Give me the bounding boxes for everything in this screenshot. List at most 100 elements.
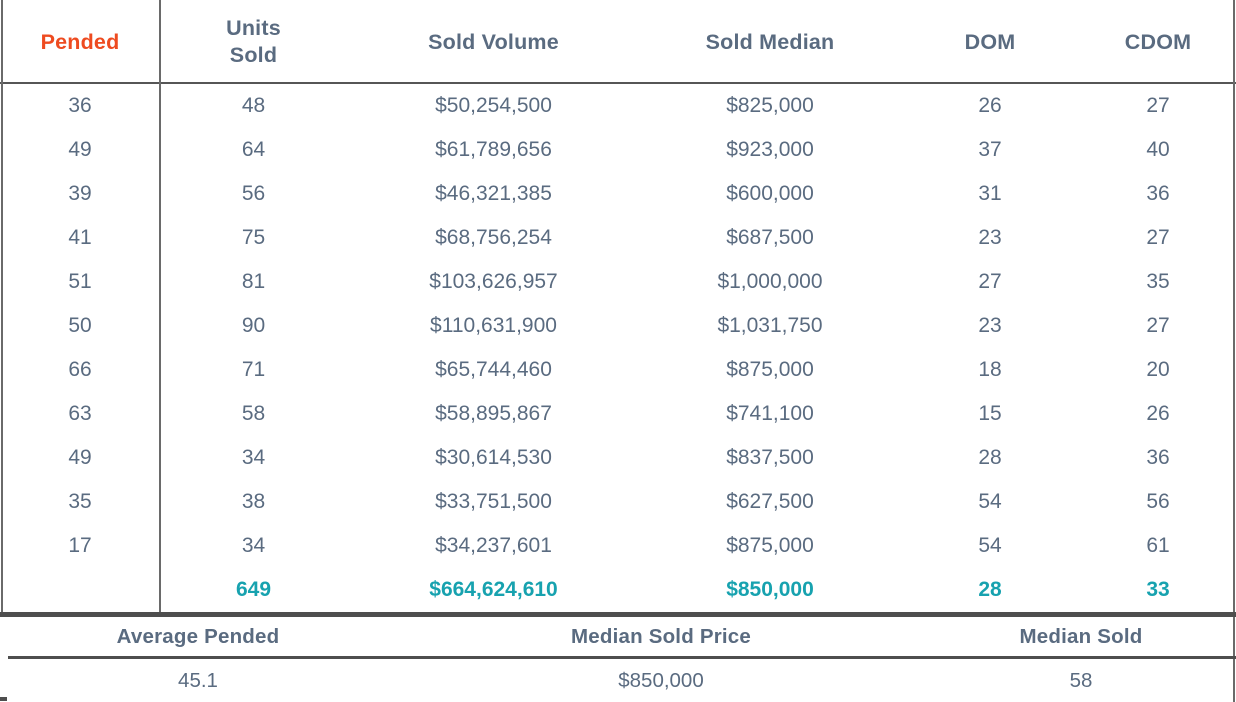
average-pended-label: Average Pended: [116, 624, 280, 648]
table-header-row: Pended Units Sold Sold Volume Sold Media…: [0, 0, 1236, 84]
table-cell: 20: [1146, 358, 1170, 381]
table-cell: $34,237,601: [435, 534, 552, 557]
table-row: 41 75 $68,756,254 $687,500 23 27: [0, 216, 1236, 260]
table-cell: $837,500: [726, 446, 814, 469]
column-header-units-sold[interactable]: Units Sold: [160, 15, 347, 69]
median-sold-value: 58: [1069, 668, 1093, 692]
median-sold-label: Median Sold: [1019, 624, 1143, 648]
table-cell: $923,000: [726, 138, 814, 161]
table-cell: 71: [241, 358, 266, 381]
totals-row: 649 $664,624,610 $850,000 28 33: [0, 568, 1236, 612]
table-cell: $30,614,530: [435, 446, 552, 469]
table-cell: 54: [978, 534, 1002, 557]
table-cell: $875,000: [726, 534, 814, 557]
table-row: 63 58 $58,895,867 $741,100 15 26: [0, 392, 1236, 436]
table-cell: 28: [978, 578, 1002, 601]
summary-divider-line: [8, 656, 1236, 659]
table-cell: 33: [1146, 578, 1170, 601]
table-cell: 63: [68, 402, 92, 425]
table-cell: 18: [978, 358, 1002, 381]
table-right-border: [1233, 0, 1235, 702]
table-row: 49 64 $61,789,656 $923,000 37 40: [0, 128, 1236, 172]
header-bottom-border: [0, 82, 1236, 84]
table-cell: 37: [978, 138, 1002, 161]
table-cell: 28: [978, 446, 1002, 469]
average-pended-value: 45.1: [178, 668, 218, 692]
table-cell: 54: [978, 490, 1002, 513]
table-cell: 35: [1146, 270, 1170, 293]
table-body: 36 48 $50,254,500 $825,000 26 27 49 64 $61,789,6…: [0, 84, 1236, 612]
table-row: 50 90 $110,631,900 $1,031,750 23 27: [0, 304, 1236, 348]
table-cell: $825,000: [726, 94, 814, 117]
table-cell: 35: [68, 490, 92, 513]
column-header-pended[interactable]: Pended: [0, 29, 160, 56]
table-cell: 27: [1146, 314, 1170, 337]
table-row: 51 81 $103,626,957 $1,000,000 27 35: [0, 260, 1236, 304]
column-header-sold-median[interactable]: Sold Median: [640, 29, 900, 56]
table-cell: $1,031,750: [717, 314, 823, 337]
table-cell: 48: [241, 94, 266, 117]
table-cell: 50: [68, 314, 92, 337]
table-cell: $103,626,957: [429, 270, 558, 293]
table-cell: 26: [978, 94, 1002, 117]
table-cell: 64: [241, 138, 266, 161]
column-header-pended-label: Pended: [40, 29, 120, 54]
table-left-border: [1, 0, 3, 612]
table-cell: 31: [978, 182, 1002, 205]
column-header-dom[interactable]: DOM: [900, 29, 1080, 56]
table-cell: 49: [68, 446, 92, 469]
table-cell: 23: [978, 226, 1002, 249]
median-sold-price-label: Median Sold Price: [571, 624, 751, 648]
table-cell: 26: [1146, 402, 1170, 425]
table-cell: 27: [1146, 94, 1170, 117]
table-cell: $1,000,000: [717, 270, 823, 293]
table-cell: $46,321,385: [435, 182, 552, 205]
table-cell: 61: [1146, 534, 1170, 557]
table-cell: 90: [241, 314, 266, 337]
table-cell: $110,631,900: [430, 314, 557, 337]
table-cell: 38: [241, 490, 266, 513]
column-header-sold-volume-label: Sold Volume: [428, 29, 559, 54]
table-cell: 15: [978, 402, 1002, 425]
summary-values-row: 45.1 $850,000 58: [0, 659, 1236, 702]
median-sold-price-value: $850,000: [618, 668, 704, 692]
table-cell: 56: [241, 182, 266, 205]
column-header-units-sold-label: Units Sold: [226, 16, 281, 67]
table-cell: $627,500: [726, 490, 814, 513]
table-cell: 81: [241, 270, 266, 293]
table-row: 39 56 $46,321,385 $600,000 31 36: [0, 172, 1236, 216]
table-cell: 49: [68, 138, 92, 161]
table-cell: 36: [68, 94, 92, 117]
table-cell: $65,744,460: [435, 358, 552, 381]
table-bottom-border: [0, 612, 1236, 617]
table-cell: $875,000: [726, 358, 814, 381]
table-cell: 66: [68, 358, 92, 381]
table-row: 17 34 $34,237,601 $875,000 54 61: [0, 524, 1236, 568]
table-cell: 34: [241, 534, 266, 557]
table-cell: $61,789,656: [435, 138, 552, 161]
table-cell: $33,751,500: [435, 490, 552, 513]
table-cell: 39: [68, 182, 92, 205]
table-cell: $664,624,610: [429, 578, 558, 601]
table-cell: 58: [241, 402, 266, 425]
summary-labels-row: Average Pended Median Sold Price Median …: [0, 617, 1236, 656]
table-cell: 51: [68, 270, 92, 293]
table-cell: 17: [68, 534, 92, 557]
table-cell: 27: [1146, 226, 1170, 249]
pended-column-divider: [159, 0, 161, 612]
table-cell: 56: [1146, 490, 1170, 513]
bottom-left-corner-mark: [0, 697, 7, 701]
table-cell: 27: [978, 270, 1002, 293]
table-cell: $600,000: [726, 182, 814, 205]
table-cell: 36: [1146, 182, 1170, 205]
column-header-sold-median-label: Sold Median: [705, 29, 835, 54]
table-cell: 34: [241, 446, 266, 469]
table-row: 66 71 $65,744,460 $875,000 18 20: [0, 348, 1236, 392]
table-cell: 36: [1146, 446, 1170, 469]
column-header-sold-volume[interactable]: Sold Volume: [347, 29, 640, 56]
table-row: 49 34 $30,614,530 $837,500 28 36: [0, 436, 1236, 480]
column-header-cdom-label: CDOM: [1124, 29, 1192, 54]
column-header-cdom[interactable]: CDOM: [1080, 29, 1236, 56]
table-cell: $58,895,867: [435, 402, 552, 425]
